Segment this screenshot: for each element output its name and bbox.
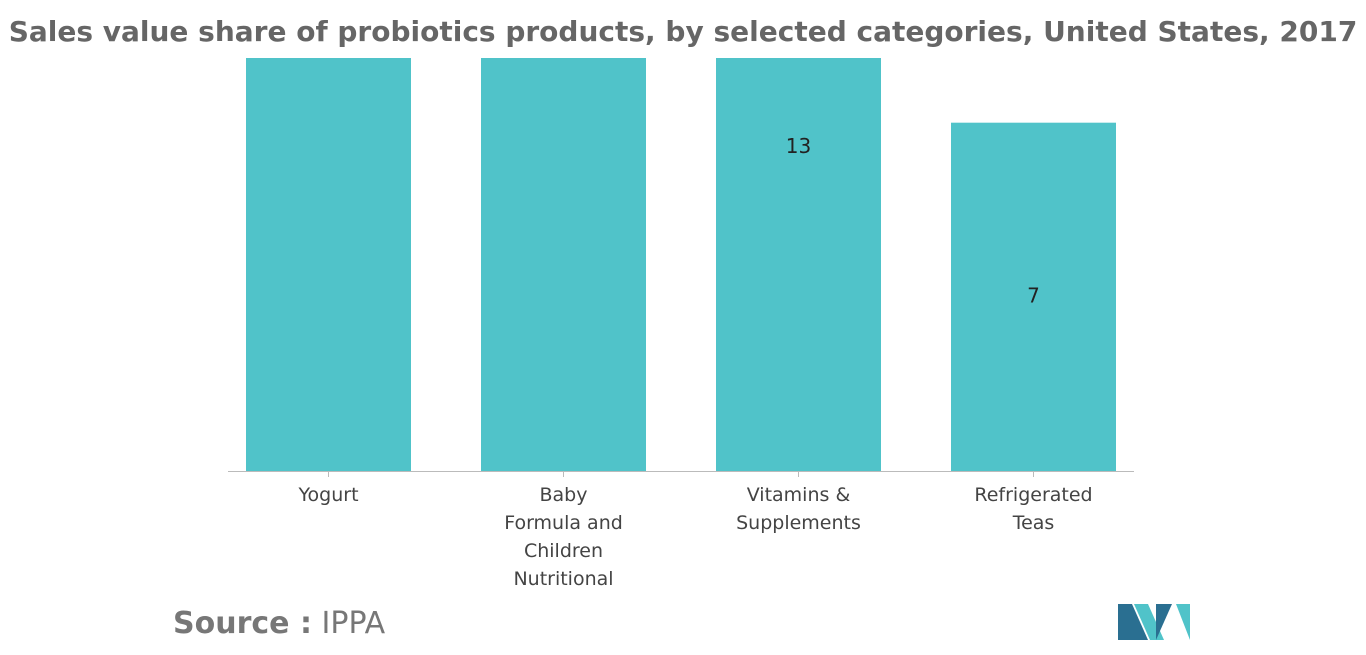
bar [481, 58, 646, 472]
x-tick-label: Vitamins & Supplements [736, 484, 861, 534]
x-tick-label: Yogurt [298, 484, 359, 506]
bar [246, 58, 411, 471]
chart-title: Sales value share of probiotics products… [9, 15, 1358, 48]
x-tick-label: Baby Formula and Children Nutritional [504, 484, 623, 590]
data-label: 13 [786, 134, 811, 158]
bar [716, 58, 881, 472]
source: Source : IPPA [173, 606, 385, 641]
source-label: Source : [173, 606, 312, 641]
data-label: 7 [1027, 283, 1040, 307]
bar [951, 122, 1116, 472]
source-text: IPPA [321, 606, 386, 641]
x-tick-label: Refrigerated Teas [974, 484, 1093, 534]
logo [1118, 604, 1190, 640]
